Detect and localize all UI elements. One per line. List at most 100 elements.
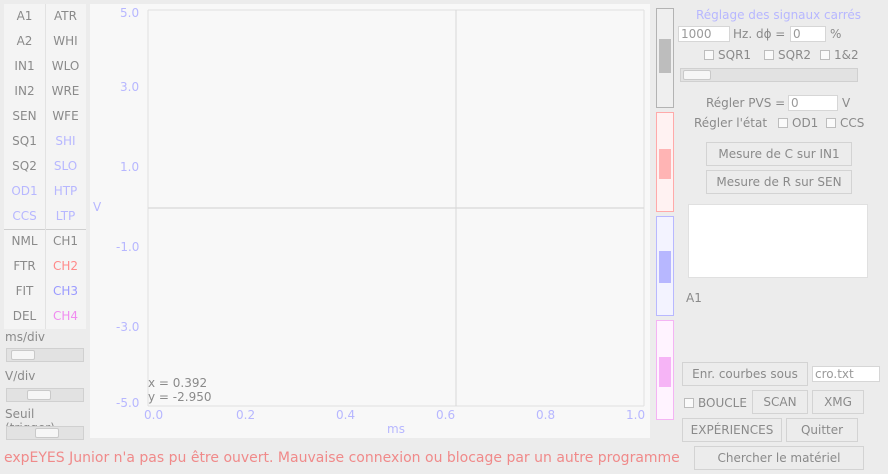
right-control-panel: Réglage des signaux carrés 1000 Hz. dϕ =… <box>678 4 886 474</box>
y-tick-label: -3.0 <box>116 320 140 334</box>
sqr1-checkbox-label: SQR1 <box>718 48 752 62</box>
channel-button-right[interactable]: WRE <box>51 84 80 98</box>
sqr2-checkbox[interactable]: SQR2 <box>764 48 811 62</box>
frequency-slider-thumb[interactable] <box>683 70 711 80</box>
y-axis-label: V <box>93 200 102 214</box>
checkbox-box[interactable] <box>820 50 830 60</box>
channel-button-right[interactable]: CH4 <box>52 309 79 323</box>
trigger-slider-thumb[interactable] <box>35 428 59 438</box>
ch4-offset-slider[interactable] <box>656 320 674 420</box>
channel-button-left[interactable]: IN1 <box>14 59 35 73</box>
plot-grid <box>147 9 645 407</box>
od1-checkbox-label: OD1 <box>792 116 819 130</box>
measure-r-button[interactable]: Mesure de R sur SEN <box>706 170 852 194</box>
checkbox-box[interactable] <box>704 50 714 60</box>
save-filename-input[interactable]: cro.txt <box>812 366 880 382</box>
frequency-input[interactable]: 1000 <box>678 26 730 42</box>
loop-checkbox[interactable]: BOUCLE <box>684 396 747 410</box>
channel-button-right[interactable]: WHI <box>53 34 78 48</box>
x-tick-label: 1.0 <box>626 408 646 422</box>
sqr2-checkbox-label: SQR2 <box>778 48 812 62</box>
ch3-offset-slider-thumb[interactable] <box>659 251 671 283</box>
v-div-slider-thumb[interactable] <box>27 390 51 400</box>
channel-button-right[interactable]: ATR <box>54 9 77 23</box>
sqr12-checkbox[interactable]: 1&2 <box>820 48 859 62</box>
square-wave-title: Réglage des signaux carrés <box>696 8 862 22</box>
ms-div-slider[interactable] <box>6 348 84 362</box>
frequency-slider[interactable] <box>680 68 858 82</box>
checkbox-box[interactable] <box>684 398 694 408</box>
channel-button-left[interactable]: FIT <box>15 284 34 298</box>
loop-checkbox-label: BOUCLE <box>698 396 747 410</box>
channel-button-right[interactable]: SLO <box>53 159 78 173</box>
ch1-offset-slider[interactable] <box>656 8 674 108</box>
channel-button-right[interactable]: CH2 <box>52 259 79 273</box>
y-tick-label: 5.0 <box>120 6 140 20</box>
channel-button-right[interactable]: WLO <box>51 59 80 73</box>
channel-button-left[interactable]: FTR <box>13 259 36 273</box>
od1-checkbox[interactable]: OD1 <box>778 116 818 130</box>
channel-button-right[interactable]: CH1 <box>52 234 79 248</box>
cursor-y-readout: y = -2.950 <box>148 390 212 404</box>
ch4-offset-slider-thumb[interactable] <box>659 357 671 387</box>
checkbox-box[interactable] <box>778 118 788 128</box>
pvs-unit-label: V <box>842 96 851 110</box>
search-hardware-button[interactable]: Chercher le matériel <box>694 446 864 470</box>
oscilloscope-plot[interactable]: 5.0 3.0 1.0 -1.0 -3.0 -5.0 V 0.0 0.2 0.4… <box>90 4 650 438</box>
pvs-label: Régler PVS = <box>706 96 786 110</box>
v-div-label: V/div <box>5 369 36 383</box>
channel-button-left[interactable]: SEN <box>12 109 37 123</box>
ch3-offset-slider[interactable] <box>656 216 674 316</box>
sqr1-checkbox[interactable]: SQR1 <box>704 48 751 62</box>
trigger-slider[interactable] <box>6 426 84 440</box>
experiences-button[interactable]: EXPÉRIENCES <box>682 418 782 442</box>
x-tick-label: 0.2 <box>236 408 256 422</box>
ccs-checkbox[interactable]: CCS <box>826 116 864 130</box>
ms-div-label: ms/div <box>5 330 46 344</box>
left-control-panel: A1 ATR A2 WHI IN1 WLO IN2 WRE SEN WFE SQ1 SHI SQ2 SLO… <box>2 2 86 442</box>
ch1-offset-slider-thumb[interactable] <box>659 39 671 73</box>
scan-button[interactable]: SCAN <box>752 390 808 414</box>
phase-input[interactable]: 0 <box>790 26 826 42</box>
channel-button-left[interactable]: SQ2 <box>12 159 37 173</box>
grid-column-separator <box>45 4 46 329</box>
channel-button-right[interactable]: LTP <box>55 209 76 223</box>
a1-readout-label: A1 <box>686 291 702 305</box>
channel-button-right[interactable]: HTP <box>53 184 78 198</box>
channel-button-left[interactable]: IN2 <box>14 84 35 98</box>
xmg-button[interactable]: XMG <box>812 390 864 414</box>
pvs-input[interactable]: 0 <box>788 95 838 111</box>
status-message: expEYES Junior n'a pas pu être ouvert. M… <box>4 450 680 466</box>
x-tick-label: 0.4 <box>336 408 356 422</box>
ch2-offset-slider-thumb[interactable] <box>659 149 671 179</box>
ccs-checkbox-label: CCS <box>840 116 865 130</box>
plot-background <box>90 4 650 438</box>
channel-button-right[interactable]: WFE <box>52 109 79 123</box>
save-curves-button[interactable]: Enr. courbes sous <box>682 362 808 386</box>
v-div-slider[interactable] <box>6 388 84 402</box>
channel-button-left[interactable]: DEL <box>12 309 37 323</box>
checkbox-box[interactable] <box>764 50 774 60</box>
channel-button-right[interactable]: SHI <box>55 134 76 148</box>
y-tick-label: -5.0 <box>116 396 140 410</box>
ch2-offset-slider[interactable] <box>656 112 674 212</box>
channel-button-left[interactable]: CCS <box>12 209 37 223</box>
channel-button-left[interactable]: SQ1 <box>12 134 37 148</box>
x-tick-label: 0.8 <box>536 408 556 422</box>
channel-button-left[interactable]: OD1 <box>11 184 38 198</box>
y-tick-label: 1.0 <box>120 160 140 174</box>
ms-div-slider-thumb[interactable] <box>11 350 35 360</box>
measure-c-button[interactable]: Mesure de C sur IN1 <box>706 142 852 166</box>
checkbox-box[interactable] <box>826 118 836 128</box>
channel-button-left[interactable]: NML <box>11 234 38 248</box>
output-text-area[interactable] <box>688 204 868 278</box>
channel-button-right[interactable]: CH3 <box>52 284 79 298</box>
channel-button-left[interactable]: A2 <box>16 34 33 48</box>
x-tick-label: 0.0 <box>144 408 164 422</box>
y-tick-label: -1.0 <box>116 240 140 254</box>
x-tick-label: 0.6 <box>436 408 456 422</box>
phase-unit-label: % <box>830 27 842 41</box>
quit-button[interactable]: Quitter <box>786 418 858 442</box>
sqr12-checkbox-label: 1&2 <box>834 48 859 62</box>
channel-button-left[interactable]: A1 <box>16 9 33 23</box>
